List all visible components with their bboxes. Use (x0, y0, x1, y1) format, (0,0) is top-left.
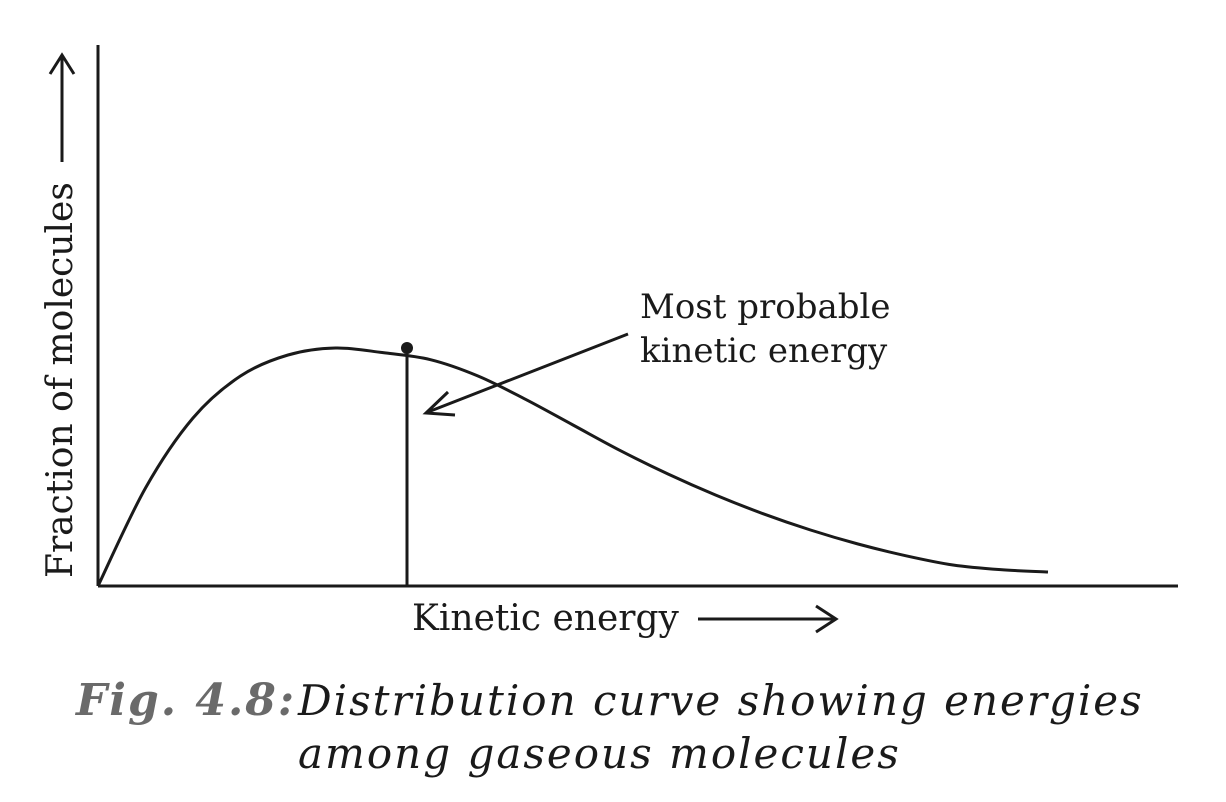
annotation-arrow-icon (422, 332, 629, 417)
peak-point (401, 342, 413, 354)
x-axis-arrow-icon (698, 604, 839, 634)
figure-caption-line-2: among gaseous molecules (298, 729, 901, 778)
figure-caption-line-1: Distribution curve showing energies (297, 676, 1144, 725)
y-axis-label: Fraction of molecules (40, 182, 81, 578)
annotation-line-1: Most probable (640, 287, 890, 327)
annotation-line-2: kinetic energy (640, 331, 888, 371)
figure-caption-label: Fig. 4.8: (74, 675, 296, 726)
x-axis-label: Kinetic energy (412, 598, 680, 639)
y-axis-arrow-icon (48, 52, 76, 162)
distribution-curve (96, 346, 1049, 587)
